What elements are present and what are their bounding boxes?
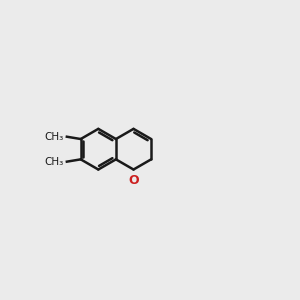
Text: O: O [128, 174, 139, 187]
Text: CH₃: CH₃ [45, 157, 64, 167]
Text: CH₃: CH₃ [45, 132, 64, 142]
